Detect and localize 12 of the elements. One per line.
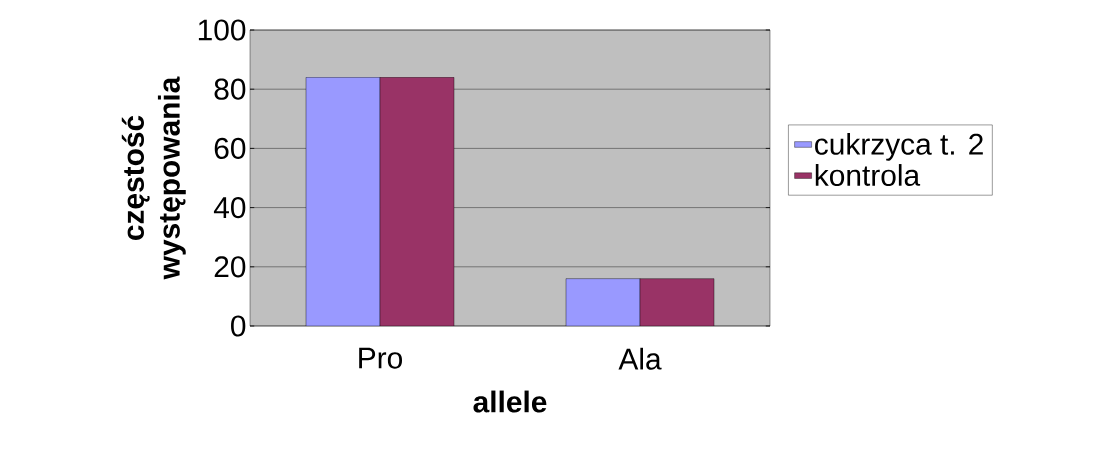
y-tick-label: 80 [214, 78, 246, 100]
y-tick-label: 20 [214, 256, 246, 278]
x-tick-label: Ala [618, 347, 662, 370]
legend-label: kontrola [815, 164, 921, 186]
y-tick-label: 60 [214, 137, 246, 159]
legend-label: cukrzyca t. 2 [815, 132, 983, 161]
y-axis-title: częstość występowania [121, 76, 186, 280]
y-tick-label: 100 [198, 19, 246, 41]
y-tick-label: 0 [231, 315, 246, 337]
y-tick-label: 40 [213, 197, 246, 219]
x-tick-label: Pro [359, 347, 403, 369]
x-axis-title: allele [473, 390, 547, 413]
